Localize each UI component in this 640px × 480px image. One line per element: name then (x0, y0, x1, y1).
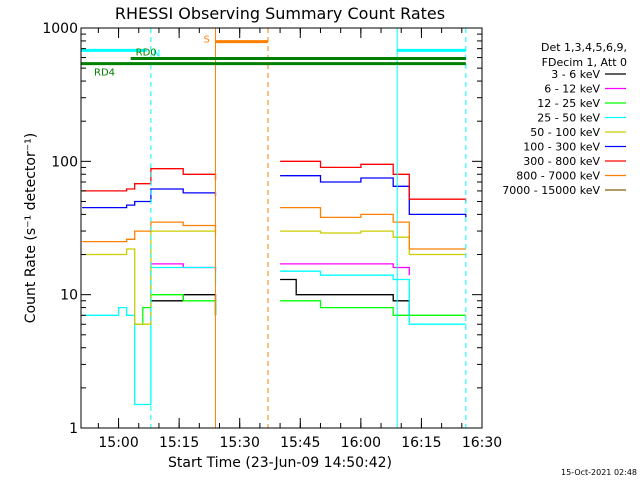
x-axis-label: Start Time (23-Jun-09 14:50:42) (168, 455, 392, 471)
series-line-8-seg-2 (280, 206, 466, 250)
y-axis-label: Count Rate (s⁻¹ detector⁻¹) (23, 133, 39, 323)
legend-header-2: FDecim 1, Att 0 (542, 56, 627, 69)
chart-title: RHESSI Observing Summary Count Rates (115, 4, 445, 23)
series-line-3-seg-1 (134, 294, 217, 325)
x-tick-label-7: 16:30 (462, 435, 502, 451)
y-tick-label-1: 1 (69, 421, 78, 437)
legend-entry-2: 6 - 12 keV (544, 83, 600, 96)
series-line-7-seg-2 (280, 160, 467, 202)
series-line-8-seg-1 (82, 221, 217, 243)
series-line-2-seg-2 (280, 263, 410, 276)
legend-entry-4: 25 - 50 keV (537, 112, 600, 125)
plot-frame (80, 27, 483, 429)
series-line-6-seg-2 (280, 175, 467, 218)
y-tick-label-3: 100 (51, 154, 78, 170)
x-tick-label-4: 15:45 (280, 435, 320, 451)
footer-timestamp: 15-Oct-2021 02:48 (561, 468, 637, 477)
series-line-3-seg-2 (280, 300, 466, 316)
flag-label-rd4: RD4 (94, 68, 115, 79)
legend-entry-5: 50 - 100 keV (530, 126, 600, 139)
marker-layer (150, 28, 467, 428)
x-tick-label-3: 15:30 (220, 435, 260, 451)
flag-label-s: S (203, 35, 209, 46)
x-tick-label-2: 15:15 (159, 435, 199, 451)
series-line-7-seg-1 (82, 168, 217, 192)
legend-entry-6: 100 - 300 keV (523, 141, 600, 154)
y-tick-label-2: 10 (60, 288, 78, 304)
flag-label-rd0: RD0 (136, 48, 157, 59)
series-line-5-seg-1 (82, 230, 217, 325)
legend-entry-8: 800 - 7000 keV (516, 170, 600, 183)
x-tick-label-6: 16:15 (401, 435, 441, 451)
series-line-6-seg-1 (82, 188, 217, 209)
flag-label-n: N (153, 48, 160, 59)
legend-entry-9: 7000 - 15000 keV (502, 184, 600, 197)
x-tick-label-1: 15:00 (98, 435, 138, 451)
x-tick-label-5: 16:00 (341, 435, 381, 451)
series-line-5-seg-2 (280, 230, 466, 256)
axis-layer: 15:00 15:15 15:30 15:45 16:00 16:15 16:30 1 10 10… (42, 21, 502, 451)
legend-entry-1: 3 - 6 keV (551, 68, 600, 81)
series-line-4-seg-1 (82, 266, 217, 406)
legend-entry-7: 300 - 800 keV (523, 155, 600, 168)
y-tick-label-4: 1000 (42, 21, 78, 37)
legend-header-1: Det 1,3,4,5,6,9, (541, 41, 627, 54)
legend-entry-3: 12 - 25 keV (537, 97, 600, 110)
series-layer (82, 160, 467, 406)
series-line-1-seg-2 (280, 278, 410, 316)
series-line-4-seg-2 (280, 270, 466, 325)
legend: Det 1,3,4,5,6,9, FDecim 1, Att 03 - 6 keV… (502, 41, 627, 197)
